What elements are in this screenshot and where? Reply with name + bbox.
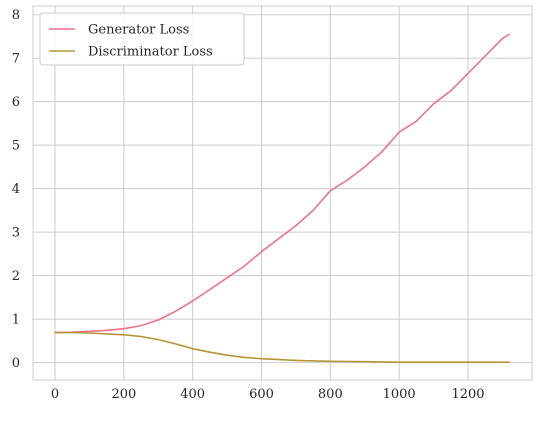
x-tick-label: 1000 [383, 387, 416, 402]
y-tick-label: 2 [12, 269, 20, 284]
legend-label: Generator Loss [88, 23, 189, 38]
y-tick-label: 0 [12, 356, 20, 371]
y-tick-label: 1 [12, 313, 20, 328]
x-tick-label: 400 [180, 387, 205, 402]
y-tick-label: 8 [12, 8, 20, 23]
x-tick-label: 800 [318, 387, 343, 402]
x-tick-label: 200 [111, 387, 136, 402]
x-tick-label: 0 [51, 387, 59, 402]
legend-label: Discriminator Loss [88, 45, 213, 60]
x-tick-label: 600 [249, 387, 274, 402]
y-tick-label: 6 [12, 95, 20, 110]
y-tick-label: 5 [12, 139, 20, 154]
y-tick-label: 3 [12, 226, 20, 241]
y-tick-label: 4 [12, 182, 20, 197]
x-tick-label: 1200 [451, 387, 484, 402]
y-tick-label: 7 [12, 52, 20, 67]
